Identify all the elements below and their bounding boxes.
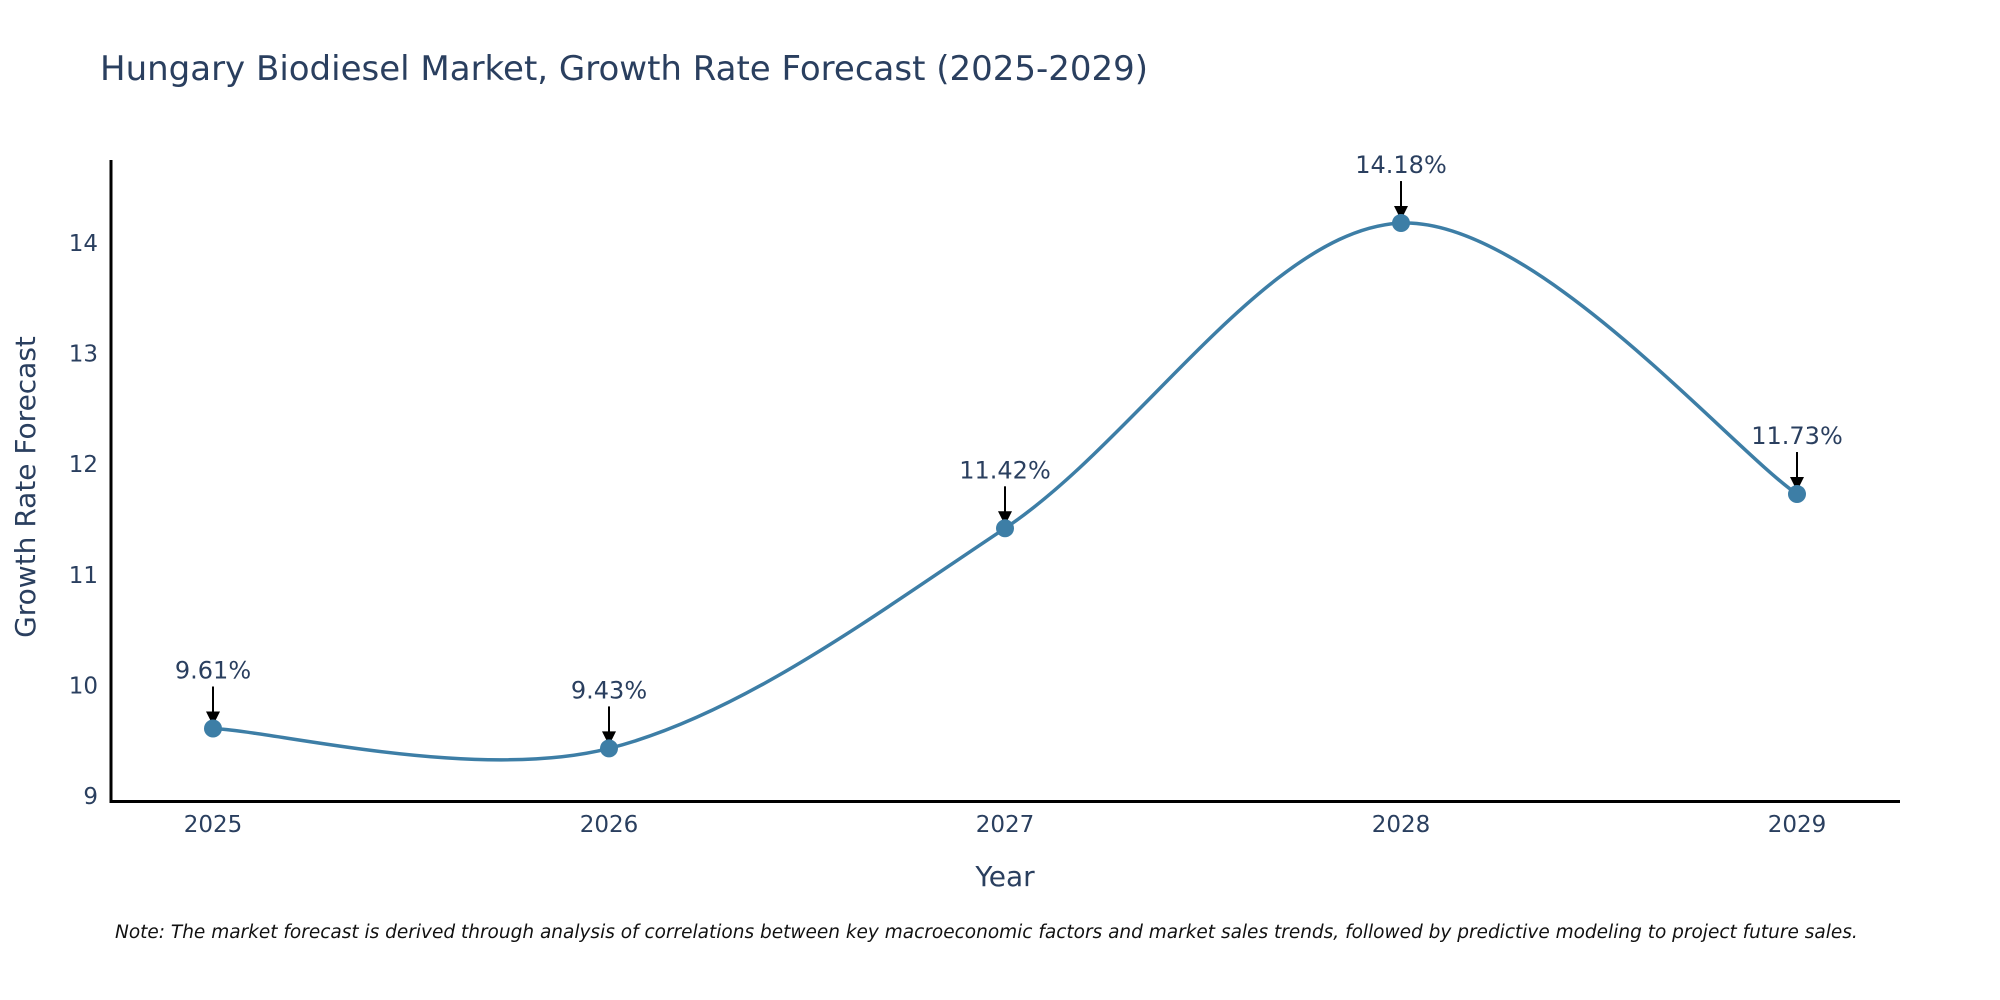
y-tick-label: 12 <box>69 452 98 478</box>
data-point <box>600 739 618 758</box>
data-point <box>204 719 222 738</box>
annotation-arrow-head <box>602 731 616 746</box>
annotation-arrow-head <box>206 711 220 726</box>
chart-title: Hungary Biodiesel Market, Growth Rate Fo… <box>100 49 1148 89</box>
y-tick-label: 10 <box>69 673 98 699</box>
x-tick-label: 2029 <box>1768 812 1827 838</box>
x-tick-label: 2025 <box>184 812 243 838</box>
data-label: 11.73% <box>1751 422 1843 450</box>
data-annotation: 11.42% <box>959 456 1051 526</box>
data-label: 9.61% <box>175 657 251 685</box>
annotation-arrow-head <box>1790 477 1804 492</box>
footnote: Note: The market forecast is derived thr… <box>115 922 1858 943</box>
x-axis-ticks: 2025 2026 2027 2028 2029 <box>184 812 1827 838</box>
y-tick-label: 9 <box>83 784 98 810</box>
data-label: 11.42% <box>959 456 1051 484</box>
data-point <box>1788 485 1806 504</box>
annotation-arrow-head <box>998 511 1012 526</box>
y-tick-label: 11 <box>69 563 98 589</box>
data-annotation: 14.18% <box>1355 151 1447 221</box>
data-annotation: 9.43% <box>571 676 647 746</box>
data-point <box>1392 214 1410 233</box>
data-label: 14.18% <box>1355 151 1447 179</box>
data-point <box>996 519 1014 538</box>
y-tick-label: 14 <box>69 231 98 257</box>
x-tick-label: 2028 <box>1372 812 1431 838</box>
data-annotation: 9.61% <box>175 657 251 726</box>
x-axis-title: Year <box>974 860 1035 893</box>
data-markers <box>204 214 1806 758</box>
x-tick-label: 2026 <box>580 812 639 838</box>
y-axis-ticks: 9 10 11 12 13 14 <box>69 231 98 810</box>
data-annotations: 9.61% 9.43% 11.42% 14.18% 11.73% <box>175 151 1843 746</box>
y-tick-label: 13 <box>69 342 98 368</box>
data-annotation: 11.73% <box>1751 422 1843 492</box>
x-tick-label: 2027 <box>976 812 1035 838</box>
y-axis-title: Growth Rate Forecast <box>9 336 42 638</box>
annotation-arrow-head <box>1394 206 1408 221</box>
series-line <box>212 221 1798 762</box>
data-label: 9.43% <box>571 676 647 704</box>
